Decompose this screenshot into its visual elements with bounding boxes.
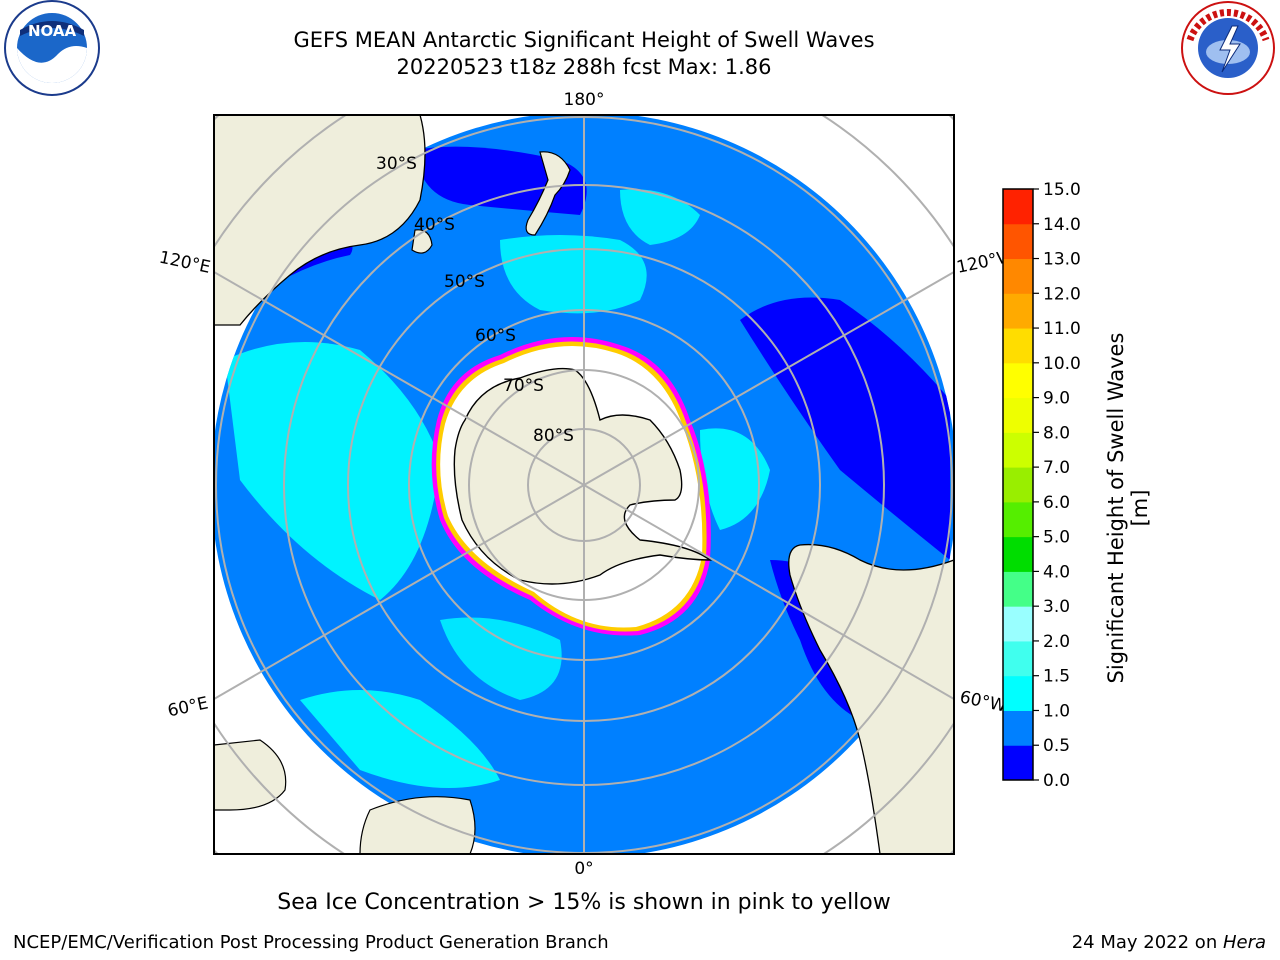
sea-ice-note: Sea Ice Concentration > 15% is shown in … — [277, 890, 891, 915]
footer-credit: NCEP/EMC/Verification Post Processing Pr… — [13, 932, 609, 953]
colorbar-tick-label: 10.0 — [1043, 354, 1081, 374]
colorbar-block — [1003, 745, 1033, 781]
colorbar-tick-label: 7.0 — [1043, 458, 1070, 478]
colorbar-block — [1003, 571, 1033, 607]
australia-land — [214, 115, 426, 326]
colorbar-block — [1003, 675, 1033, 711]
colorbar-block — [1003, 710, 1033, 746]
colorbar-tick-label: 4.0 — [1043, 562, 1070, 582]
colorbar-tick-label: 15.0 — [1043, 180, 1081, 200]
lat-label-80: 80°S — [533, 426, 574, 446]
colorbar: 0.0 0.5 1.0 1.5 2.0 3.0 4.0 5.0 6.0 7.0 8.0 9.0 10.0… — [1002, 180, 1081, 791]
lat-label-60: 60°S — [475, 326, 516, 346]
colorbar-block — [1003, 258, 1033, 294]
colorbar-tick-label: 9.0 — [1043, 389, 1070, 409]
colorbar-blocks — [1003, 189, 1033, 781]
mid-swell-central — [620, 189, 700, 245]
colorbar-tick-label: 13.0 — [1043, 250, 1081, 270]
footer-date: 24 May 2022 on Hera — [1072, 932, 1266, 953]
colorbar-tick-label: 0.5 — [1043, 736, 1070, 756]
forecast-subtitle: 20220523 t18z 288h fcst Max: 1.86 — [396, 55, 772, 79]
colorbar-tick-label: 0.0 — [1043, 771, 1070, 791]
footer-system: Hera — [1222, 932, 1266, 953]
lon-label-60e: 60°E — [166, 693, 210, 721]
lat-label-40: 40°S — [414, 215, 455, 235]
colorbar-block — [1003, 328, 1033, 364]
colorbar-tick-label: 3.0 — [1043, 597, 1070, 617]
colorbar-tick-label: 8.0 — [1043, 423, 1070, 443]
antarctica-land — [453, 367, 713, 585]
lon-label-0: 0° — [574, 859, 593, 879]
colorbar-block — [1003, 432, 1033, 468]
lat-label-30: 30°S — [376, 154, 417, 174]
lat-label-50: 50°S — [444, 272, 485, 292]
colorbar-block — [1003, 640, 1033, 677]
lon-label-120e: 120°E — [157, 248, 212, 278]
noaa-logo-icon: NOAA — [4, 0, 100, 96]
colorbar-block — [1003, 467, 1033, 503]
mid-swell-atlantic — [440, 617, 562, 700]
mid-swell-indian — [225, 342, 440, 600]
colorbar-tick-label: 11.0 — [1043, 319, 1081, 339]
noaa-logo-text: NOAA — [28, 22, 77, 40]
colorbar-tick-label: 12.0 — [1043, 284, 1081, 304]
colorbar-block — [1003, 536, 1033, 572]
new-zealand-land — [525, 151, 571, 236]
colorbar-ticks: 0.0 0.5 1.0 1.5 2.0 3.0 4.0 5.0 6.0 7.0 8.0 9.0 10.0… — [1033, 180, 1081, 791]
colorbar-frame — [1002, 188, 1034, 781]
colorbar-tick-label: 2.0 — [1043, 632, 1070, 652]
lat-label-70: 70°S — [503, 376, 544, 396]
nws-logo-icon — [1181, 1, 1275, 95]
page-title: GEFS MEAN Antarctic Significant Height o… — [293, 28, 875, 52]
colorbar-tick-label: 1.5 — [1043, 667, 1070, 687]
low-swell-pacific — [740, 297, 950, 560]
colorbar-block — [1003, 397, 1033, 433]
footer-date-text: 24 May 2022 on — [1071, 932, 1223, 953]
mid-swell-south — [300, 690, 500, 788]
colorbar-tick-label: 5.0 — [1043, 528, 1070, 548]
lon-label-180: 180° — [564, 90, 605, 110]
colorbar-tick-label: 14.0 — [1043, 215, 1081, 235]
colorbar-tick-label: 1.0 — [1043, 701, 1070, 721]
colorbar-tick-label: 6.0 — [1043, 493, 1070, 513]
colorbar-block — [1003, 501, 1033, 538]
colorbar-label: Significant Height of Swell Waves [m] — [1104, 332, 1152, 684]
colorbar-block — [1003, 362, 1033, 399]
colorbar-block — [1003, 189, 1033, 225]
africa-land — [214, 739, 287, 811]
colorbar-block — [1003, 293, 1033, 329]
madagascar-land — [359, 796, 476, 854]
map-frame — [213, 114, 955, 855]
colorbar-block — [1003, 223, 1033, 260]
colorbar-block — [1003, 606, 1033, 642]
mid-swell-east — [700, 428, 770, 530]
